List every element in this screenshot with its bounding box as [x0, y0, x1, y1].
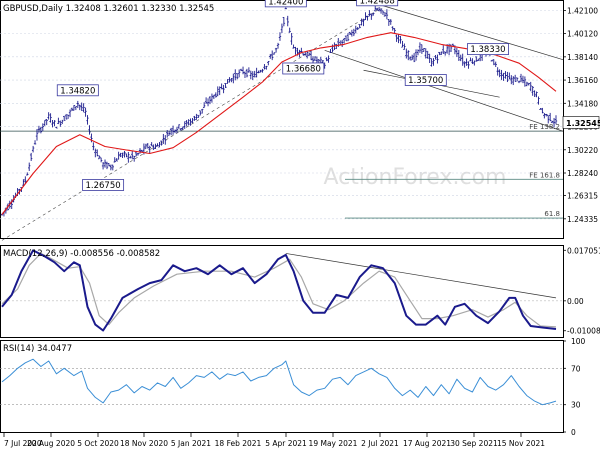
price-label-text: 1.38330 [470, 45, 505, 55]
fib-level-label: FE 161.8 [529, 171, 560, 179]
fib-level-label: FE 138.2 [529, 123, 560, 131]
x-tick-label: 5 Oct 2020 [77, 439, 119, 448]
macd-group: 0.017051 0.00 -0.010087 [0, 246, 600, 336]
price-tick-label: 1.24335 [567, 215, 598, 224]
price-title: GBPUSD,Daily 1.32408 1.32601 1.32330 1.3… [3, 4, 214, 14]
x-tick-label: 7 Jul 2020 [4, 439, 42, 448]
price-label-text: 1.42400 [268, 0, 303, 7]
macd-panel-frame [0, 245, 564, 338]
x-tick-label: 30 Sep 2021 [450, 439, 498, 448]
rsi-tick-label: 0 [571, 428, 576, 437]
macd-tick-label: 0.017051 [567, 246, 600, 255]
x-tick-label: 15 Nov 2021 [497, 439, 545, 448]
fib-level-label: 61.8 [544, 210, 560, 218]
price-label-box [404, 74, 447, 86]
channel-upper-line [380, 4, 564, 60]
candlesticks [0, 3, 558, 217]
price-label-box [82, 179, 125, 191]
x-tick-label: 5 Jan 2021 [171, 439, 211, 448]
x-tick-label: 2 Jul 2021 [361, 439, 399, 448]
price-label-text: 1.34820 [60, 86, 95, 96]
rsi-tick-label: 100 [571, 337, 586, 346]
price-axis: 1.421001.401201.381401.361601.341801.322… [562, 6, 600, 224]
price-tick-label: 1.42100 [567, 6, 598, 15]
macd-tick-label: -0.010087 [567, 327, 600, 336]
x-tick-label: 18 Nov 2020 [120, 439, 168, 448]
rsi-title: RSI(14) 34.0477 [3, 344, 72, 354]
price-label-text: 1.35700 [408, 76, 443, 86]
rsi-group: 100 70 30 0 [0, 337, 586, 437]
price-label-box [467, 43, 509, 56]
price-tick-label: 1.36160 [567, 76, 598, 85]
price-labels: 1.42400 1.42488 1.34820 1.36680 1.38330 1.357… [56, 0, 509, 191]
price-panel-frame [0, 0, 564, 239]
x-tick-label: 19 May 2021 [309, 439, 358, 448]
price-label-text: 1.36680 [286, 64, 321, 74]
price-label-box [356, 0, 399, 7]
dashed-support-line [1, 7, 382, 241]
x-tick-label: 20 Aug 2020 [27, 439, 75, 448]
rsi-panel-frame [0, 340, 564, 433]
price-tick-label: 1.40120 [567, 30, 598, 39]
current-price-label: 1.32545 [566, 119, 600, 128]
macd-title: MACD(12,26,9) -0.008556 -0.008582 [3, 249, 160, 259]
price-tick-label: 1.26315 [567, 192, 598, 201]
price-label-box [264, 0, 307, 8]
macd-tick-label: 0.00 [567, 297, 584, 306]
x-tick-label: 5 Apr 2021 [265, 439, 307, 448]
price-label-box [56, 84, 99, 97]
price-tick-label: 1.34180 [567, 99, 598, 108]
rsi-tick-label: 30 [571, 401, 581, 410]
rsi-line [1, 358, 557, 406]
macd-trend-line [285, 253, 557, 299]
channel-lower-line [324, 49, 564, 132]
price-gridlines [0, 10, 563, 220]
price-label-text: 1.26750 [86, 181, 121, 191]
x-tick-label: 18 Feb 2021 [215, 439, 262, 448]
price-label-text: 1.42488 [360, 0, 395, 6]
price-tick-label: 1.38140 [567, 53, 598, 62]
price-label-box [282, 62, 325, 75]
price-tick-label: 1.30220 [567, 146, 598, 155]
price-tick-label: 1.28240 [567, 169, 598, 178]
fib-levels: FE 138.2 FE 161.8 61.8 [0, 123, 563, 219]
trend-channel [1, 4, 564, 241]
current-price-box [562, 116, 600, 129]
rsi-tick-label: 70 [571, 364, 581, 373]
macd-line [1, 249, 557, 332]
watermark-text: ActionForex.com [324, 165, 507, 190]
x-tick-label: 17 Aug 2021 [403, 439, 451, 448]
